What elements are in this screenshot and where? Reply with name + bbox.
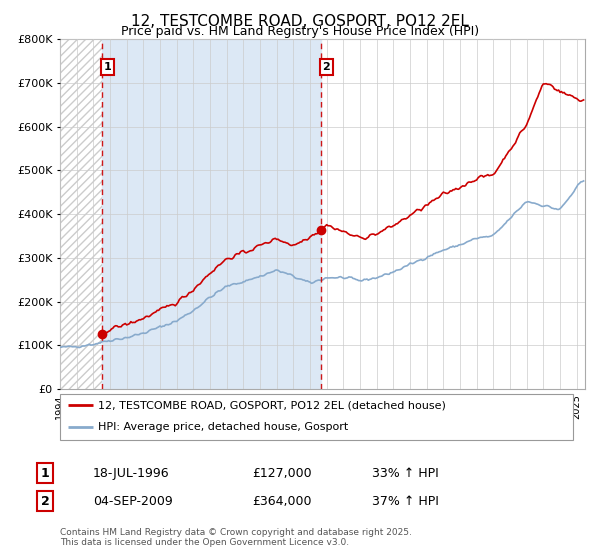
Text: £127,000: £127,000	[252, 466, 311, 480]
Text: Price paid vs. HM Land Registry's House Price Index (HPI): Price paid vs. HM Land Registry's House …	[121, 25, 479, 38]
Text: 33% ↑ HPI: 33% ↑ HPI	[372, 466, 439, 480]
Text: 1: 1	[103, 62, 111, 72]
Text: Contains HM Land Registry data © Crown copyright and database right 2025.
This d: Contains HM Land Registry data © Crown c…	[60, 528, 412, 547]
Text: 2: 2	[41, 494, 49, 508]
Text: 12, TESTCOMBE ROAD, GOSPORT, PO12 2EL (detached house): 12, TESTCOMBE ROAD, GOSPORT, PO12 2EL (d…	[98, 400, 446, 410]
Text: £364,000: £364,000	[252, 494, 311, 508]
Text: 12, TESTCOMBE ROAD, GOSPORT, PO12 2EL: 12, TESTCOMBE ROAD, GOSPORT, PO12 2EL	[131, 14, 469, 29]
Text: 2: 2	[322, 62, 330, 72]
Text: 1: 1	[41, 466, 49, 480]
Text: 37% ↑ HPI: 37% ↑ HPI	[372, 494, 439, 508]
FancyBboxPatch shape	[60, 394, 573, 440]
Text: 04-SEP-2009: 04-SEP-2009	[93, 494, 173, 508]
Text: HPI: Average price, detached house, Gosport: HPI: Average price, detached house, Gosp…	[98, 422, 349, 432]
Text: 18-JUL-1996: 18-JUL-1996	[93, 466, 170, 480]
